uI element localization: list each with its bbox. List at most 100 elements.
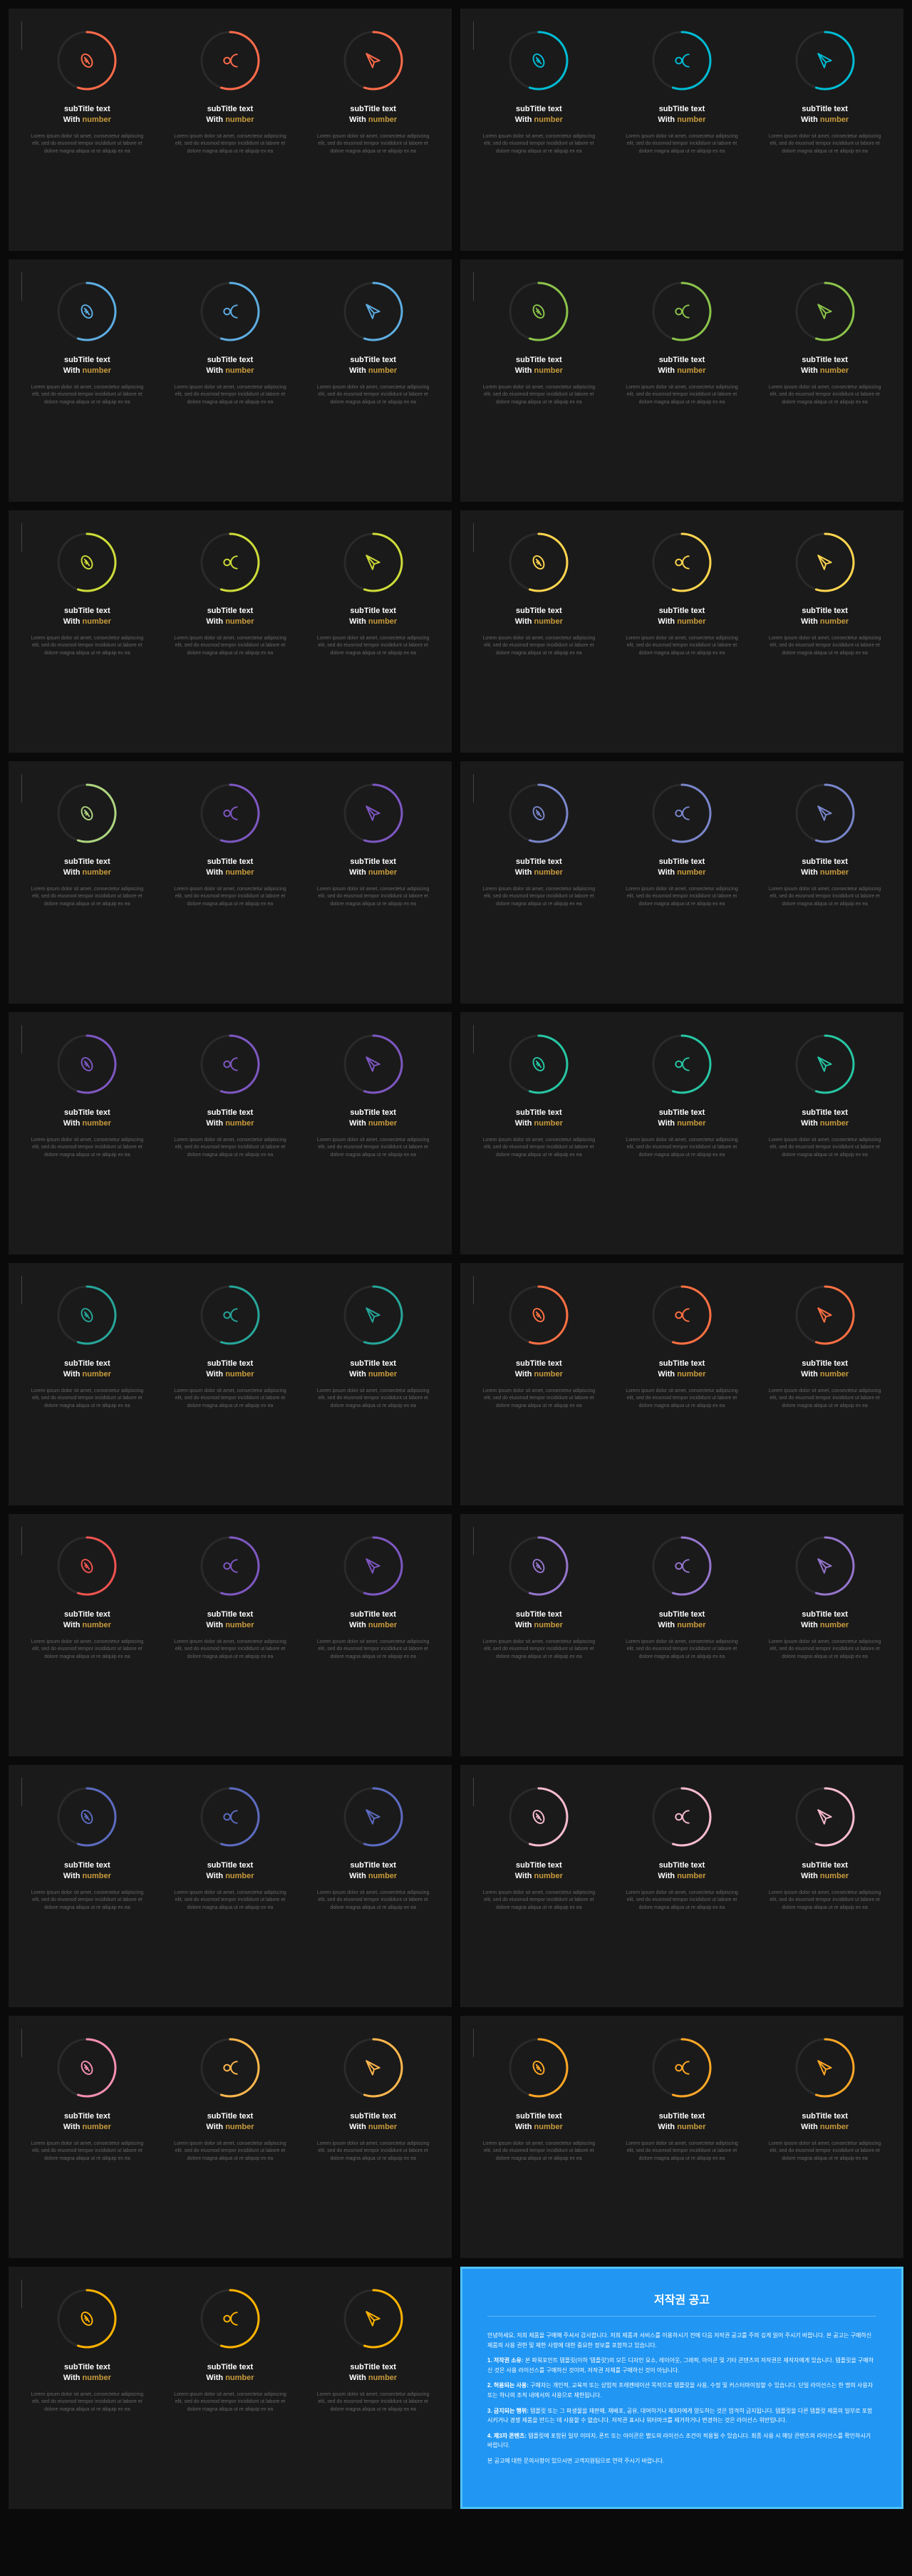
feature-column: subTitle textWith number Lorem ipsum dol… bbox=[765, 783, 886, 908]
column-subtitle: subTitle textWith number bbox=[478, 1609, 599, 1632]
copyright-notice-slide[interactable]: 저작권 공고 안녕하세요, 저희 제품을 구매해 주셔서 감사합니다. 저희 제… bbox=[460, 2267, 903, 2509]
football-icon bbox=[529, 302, 548, 321]
column-description: Lorem ipsum dolor sit amet, consectetur … bbox=[170, 133, 291, 156]
template-slide[interactable]: subTitle textWith number Lorem ipsum dol… bbox=[9, 1012, 452, 1254]
column-subtitle: subTitle textWith number bbox=[313, 104, 434, 126]
column-description: Lorem ipsum dolor sit amet, consectetur … bbox=[621, 1639, 742, 1661]
football-icon bbox=[78, 2059, 96, 2077]
template-slide[interactable]: subTitle textWith number Lorem ipsum dol… bbox=[460, 1514, 903, 1756]
feature-column: subTitle textWith number Lorem ipsum dol… bbox=[478, 281, 599, 406]
progress-ring bbox=[508, 1034, 569, 1095]
feature-column: subTitle textWith number Lorem ipsum dol… bbox=[170, 1284, 291, 1410]
user-icon bbox=[673, 302, 691, 321]
progress-ring bbox=[508, 1284, 569, 1346]
column-description: Lorem ipsum dolor sit amet, consectetur … bbox=[478, 1639, 599, 1661]
template-slide[interactable]: subTitle textWith number Lorem ipsum dol… bbox=[9, 2267, 452, 2509]
column-description: Lorem ipsum dolor sit amet, consectetur … bbox=[765, 133, 886, 156]
column-subtitle: subTitle textWith number bbox=[765, 1359, 886, 1381]
plane-icon bbox=[816, 1055, 834, 1073]
feature-column: subTitle textWith number Lorem ipsum dol… bbox=[478, 30, 599, 155]
template-slide[interactable]: subTitle textWith number Lorem ipsum dol… bbox=[9, 2016, 452, 2258]
plane-icon bbox=[364, 2059, 383, 2077]
template-slide[interactable]: subTitle textWith number Lorem ipsum dol… bbox=[9, 1514, 452, 1756]
user-icon bbox=[221, 1557, 239, 1575]
progress-ring bbox=[200, 1786, 261, 1848]
template-slide[interactable]: subTitle textWith number Lorem ipsum dol… bbox=[460, 510, 903, 753]
column-description: Lorem ipsum dolor sit amet, consectetur … bbox=[765, 635, 886, 658]
football-icon bbox=[529, 1557, 548, 1575]
column-description: Lorem ipsum dolor sit amet, consectetur … bbox=[765, 1890, 886, 1912]
column-description: Lorem ipsum dolor sit amet, consectetur … bbox=[170, 2391, 291, 2414]
progress-ring bbox=[343, 1034, 404, 1095]
feature-column: subTitle textWith number Lorem ipsum dol… bbox=[313, 281, 434, 406]
progress-ring bbox=[56, 783, 118, 844]
column-description: Lorem ipsum dolor sit amet, consectetur … bbox=[313, 384, 434, 407]
slide-marker bbox=[473, 21, 477, 50]
progress-ring bbox=[651, 2037, 712, 2098]
column-description: Lorem ipsum dolor sit amet, consectetur … bbox=[313, 2140, 434, 2163]
column-subtitle: subTitle textWith number bbox=[478, 1860, 599, 1882]
user-icon bbox=[221, 2059, 239, 2077]
column-subtitle: subTitle textWith number bbox=[170, 857, 291, 879]
template-slide[interactable]: subTitle textWith number Lorem ipsum dol… bbox=[9, 9, 452, 251]
column-description: Lorem ipsum dolor sit amet, consectetur … bbox=[765, 886, 886, 909]
column-description: Lorem ipsum dolor sit amet, consectetur … bbox=[478, 133, 599, 156]
template-slide[interactable]: subTitle textWith number Lorem ipsum dol… bbox=[9, 259, 452, 502]
progress-ring bbox=[56, 2037, 118, 2098]
football-icon bbox=[78, 302, 96, 321]
slide-marker bbox=[21, 1527, 26, 1555]
template-slide[interactable]: subTitle textWith number Lorem ipsum dol… bbox=[460, 1765, 903, 2007]
progress-ring bbox=[794, 2037, 856, 2098]
column-description: Lorem ipsum dolor sit amet, consectetur … bbox=[313, 1890, 434, 1912]
column-subtitle: subTitle textWith number bbox=[478, 355, 599, 377]
column-subtitle: subTitle textWith number bbox=[621, 104, 742, 126]
column-subtitle: subTitle textWith number bbox=[313, 1108, 434, 1130]
notice-paragraph: 1. 저작권 소유: 본 파워포인트 템플릿(이하 '템플릿')의 모든 디자인… bbox=[487, 2356, 876, 2375]
progress-ring bbox=[200, 1034, 261, 1095]
column-description: Lorem ipsum dolor sit amet, consectetur … bbox=[26, 384, 147, 407]
template-slide[interactable]: subTitle textWith number Lorem ipsum dol… bbox=[9, 761, 452, 1004]
column-subtitle: subTitle textWith number bbox=[765, 1108, 886, 1130]
template-slide[interactable]: subTitle textWith number Lorem ipsum dol… bbox=[460, 259, 903, 502]
slide-marker bbox=[21, 523, 26, 552]
column-description: Lorem ipsum dolor sit amet, consectetur … bbox=[26, 1890, 147, 1912]
football-icon bbox=[78, 1306, 96, 1324]
plane-icon bbox=[364, 1306, 383, 1324]
progress-ring bbox=[56, 1786, 118, 1848]
slide-marker bbox=[21, 272, 26, 301]
progress-ring bbox=[794, 281, 856, 342]
progress-ring bbox=[343, 532, 404, 593]
template-slide[interactable]: subTitle textWith number Lorem ipsum dol… bbox=[9, 510, 452, 753]
notice-title: 저작권 공고 bbox=[487, 2290, 876, 2317]
column-description: Lorem ipsum dolor sit amet, consectetur … bbox=[765, 1388, 886, 1411]
column-description: Lorem ipsum dolor sit amet, consectetur … bbox=[765, 1639, 886, 1661]
template-slide[interactable]: subTitle textWith number Lorem ipsum dol… bbox=[460, 1263, 903, 1505]
feature-column: subTitle textWith number Lorem ipsum dol… bbox=[765, 1786, 886, 1912]
user-icon bbox=[673, 804, 691, 823]
template-slide[interactable]: subTitle textWith number Lorem ipsum dol… bbox=[460, 2016, 903, 2258]
slide-marker bbox=[473, 2029, 477, 2057]
slide-marker bbox=[473, 1276, 477, 1304]
feature-column: subTitle textWith number Lorem ipsum dol… bbox=[621, 783, 742, 908]
feature-column: subTitle textWith number Lorem ipsum dol… bbox=[170, 1034, 291, 1159]
template-slide[interactable]: subTitle textWith number Lorem ipsum dol… bbox=[9, 1263, 452, 1505]
plane-icon bbox=[816, 1557, 834, 1575]
feature-column: subTitle textWith number Lorem ipsum dol… bbox=[26, 1034, 147, 1159]
template-slide[interactable]: subTitle textWith number Lorem ipsum dol… bbox=[460, 761, 903, 1004]
column-subtitle: subTitle textWith number bbox=[26, 2111, 147, 2133]
progress-ring bbox=[794, 1034, 856, 1095]
progress-ring bbox=[200, 532, 261, 593]
template-slide[interactable]: subTitle textWith number Lorem ipsum dol… bbox=[9, 1765, 452, 2007]
user-icon bbox=[221, 51, 239, 70]
slide-marker bbox=[21, 1778, 26, 1806]
column-description: Lorem ipsum dolor sit amet, consectetur … bbox=[26, 886, 147, 909]
plane-icon bbox=[364, 2309, 383, 2328]
template-slide[interactable]: subTitle textWith number Lorem ipsum dol… bbox=[460, 9, 903, 251]
user-icon bbox=[673, 1557, 691, 1575]
template-slide[interactable]: subTitle textWith number Lorem ipsum dol… bbox=[460, 1012, 903, 1254]
football-icon bbox=[78, 804, 96, 823]
slide-marker bbox=[473, 774, 477, 803]
progress-ring bbox=[200, 1535, 261, 1597]
plane-icon bbox=[364, 1055, 383, 1073]
user-icon bbox=[673, 2059, 691, 2077]
